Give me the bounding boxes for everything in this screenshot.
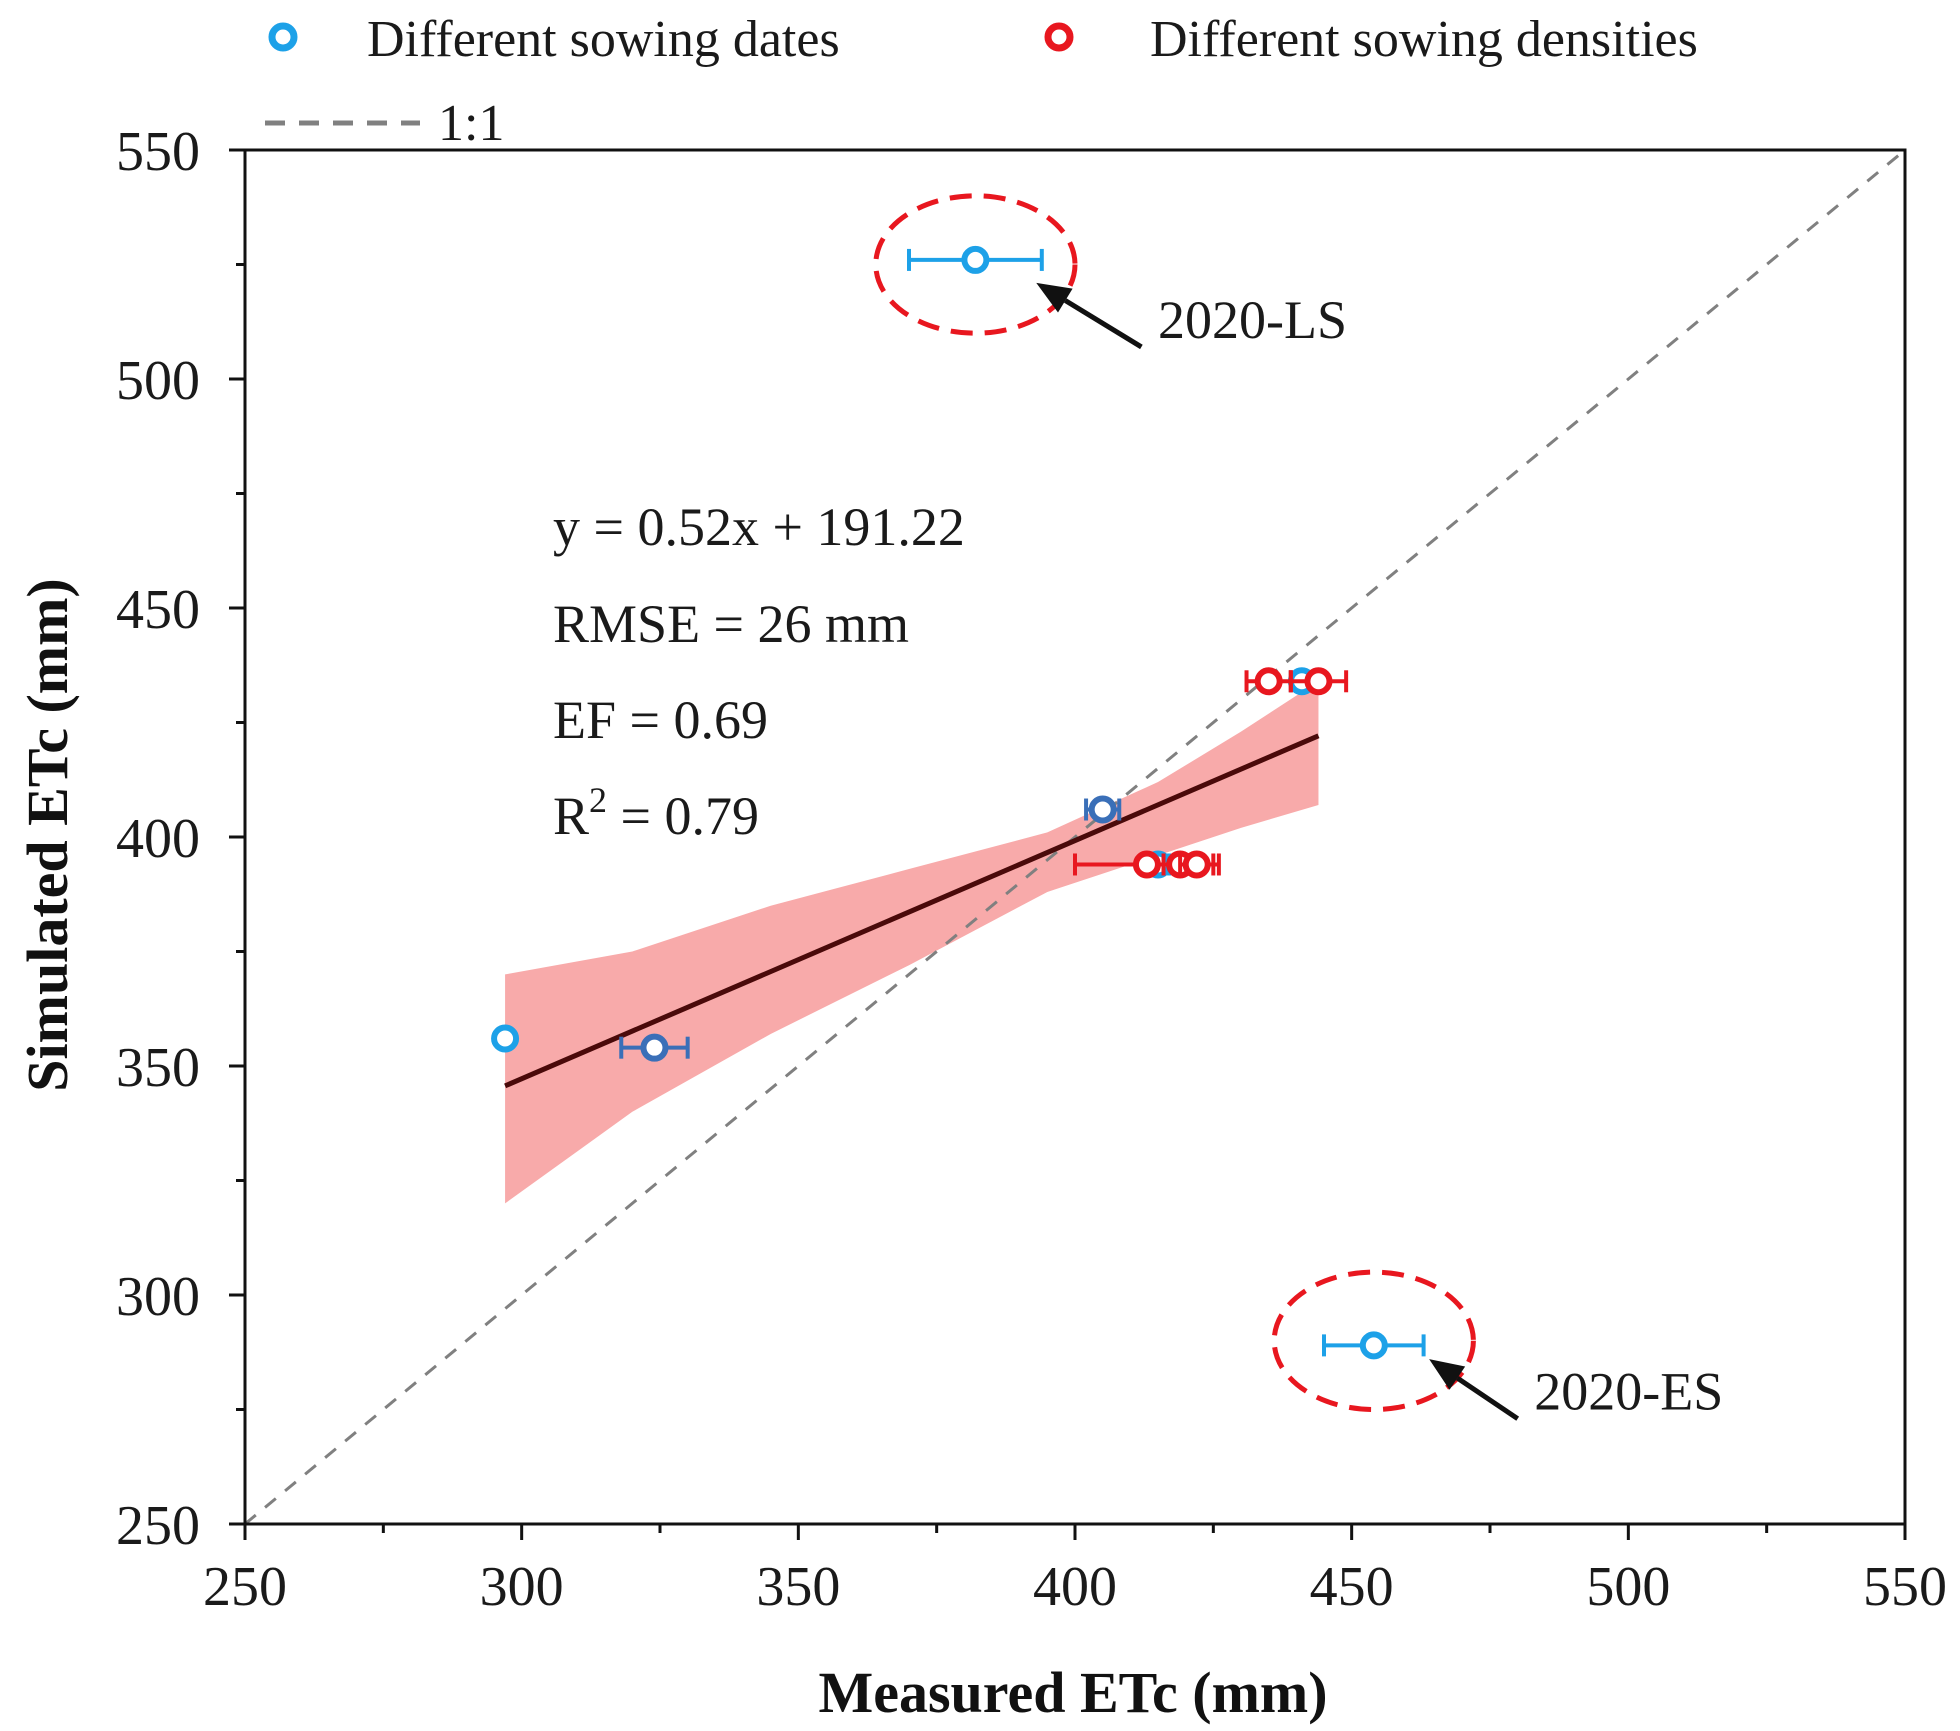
data-point-sowing_dates-2: [491, 1024, 520, 1053]
annotation-arrow-2020-ls: [1063, 298, 1143, 350]
x-tick-label: 300: [480, 1556, 564, 1618]
y-tick-label: 450: [116, 579, 200, 641]
legend-label-one-to-one: 1:1: [438, 95, 504, 152]
outlier-ellipse-2020-es: [1271, 1269, 1476, 1413]
r2-prefix: R: [553, 786, 589, 846]
data-point-sowing_dates-0: [961, 245, 990, 274]
r2-superscript: 2: [589, 780, 607, 820]
x-tick-label: 450: [1310, 1556, 1394, 1618]
regression-fit-line: [504, 733, 1320, 1089]
y-tick-label: 300: [116, 1266, 200, 1328]
y-tick-label: 400: [116, 808, 200, 870]
x-tick-label: 400: [1033, 1556, 1117, 1618]
annotation-label-2020-es: 2020-ES: [1534, 1362, 1723, 1422]
x-tick-label: 500: [1586, 1556, 1670, 1618]
data-point-overlap-0: [640, 1033, 669, 1062]
y-axis-title: Simulated ETc (mm): [15, 578, 80, 1091]
confidence-band-layer: [505, 681, 1319, 1204]
x-tick-label: 550: [1863, 1556, 1947, 1618]
confidence-band: [505, 681, 1319, 1204]
y-tick-label: 350: [116, 1037, 200, 1099]
r2-stat: R2 = 0.79: [553, 780, 759, 846]
x-tick-label: 250: [203, 1556, 287, 1618]
legend: Different sowing dates Different sowing …: [265, 11, 1698, 152]
r2-value: = 0.79: [607, 786, 759, 846]
legend-marker-sowing-dates: [268, 22, 298, 52]
data-point-sowing_densities-1: [1304, 667, 1333, 696]
annotation-arrow-2020-es: [1455, 1376, 1520, 1421]
data-point-sowing_dates-1: [1359, 1331, 1388, 1360]
axes-layer: 250 300 350 400 450 500 550 250 300 350 400 450 500 5…: [116, 121, 1947, 1618]
ef-stat: EF = 0.69: [553, 690, 768, 750]
y-tick-label: 550: [116, 121, 200, 183]
data-point-overlap-1: [1088, 795, 1117, 824]
legend-label-sowing-densities: Different sowing densities: [1150, 11, 1698, 68]
y-tick-label: 250: [116, 1495, 200, 1557]
reference-line-layer: [244, 148, 1906, 1526]
y-tick-label: 500: [116, 350, 200, 412]
legend-marker-sowing-densities: [1044, 22, 1074, 52]
fit-equation: y = 0.52x + 191.22: [553, 497, 965, 557]
data-point-layer: [491, 245, 1426, 1360]
one-to-one-line: [244, 148, 1906, 1526]
data-point-sowing_densities-4: [1182, 850, 1211, 879]
rmse-stat: RMSE = 26 mm: [553, 594, 909, 654]
data-point-sowing_densities-0: [1254, 667, 1283, 696]
x-tick-label: 350: [756, 1556, 840, 1618]
x-axis-title: Measured ETc (mm): [818, 1660, 1327, 1725]
legend-label-sowing-dates: Different sowing dates: [367, 11, 840, 68]
fit-line-layer: [504, 733, 1320, 1089]
outlier-ellipse-2020-ls: [873, 193, 1078, 336]
annotation-layer: 2020-LS 2020-ES: [873, 193, 1723, 1422]
annotation-arrowhead-2020-ls: [1036, 282, 1073, 313]
annotation-label-2020-ls: 2020-LS: [1158, 290, 1347, 350]
annotation-arrowhead-2020-es: [1429, 1359, 1466, 1390]
data-point-sowing_densities-2: [1132, 850, 1161, 879]
